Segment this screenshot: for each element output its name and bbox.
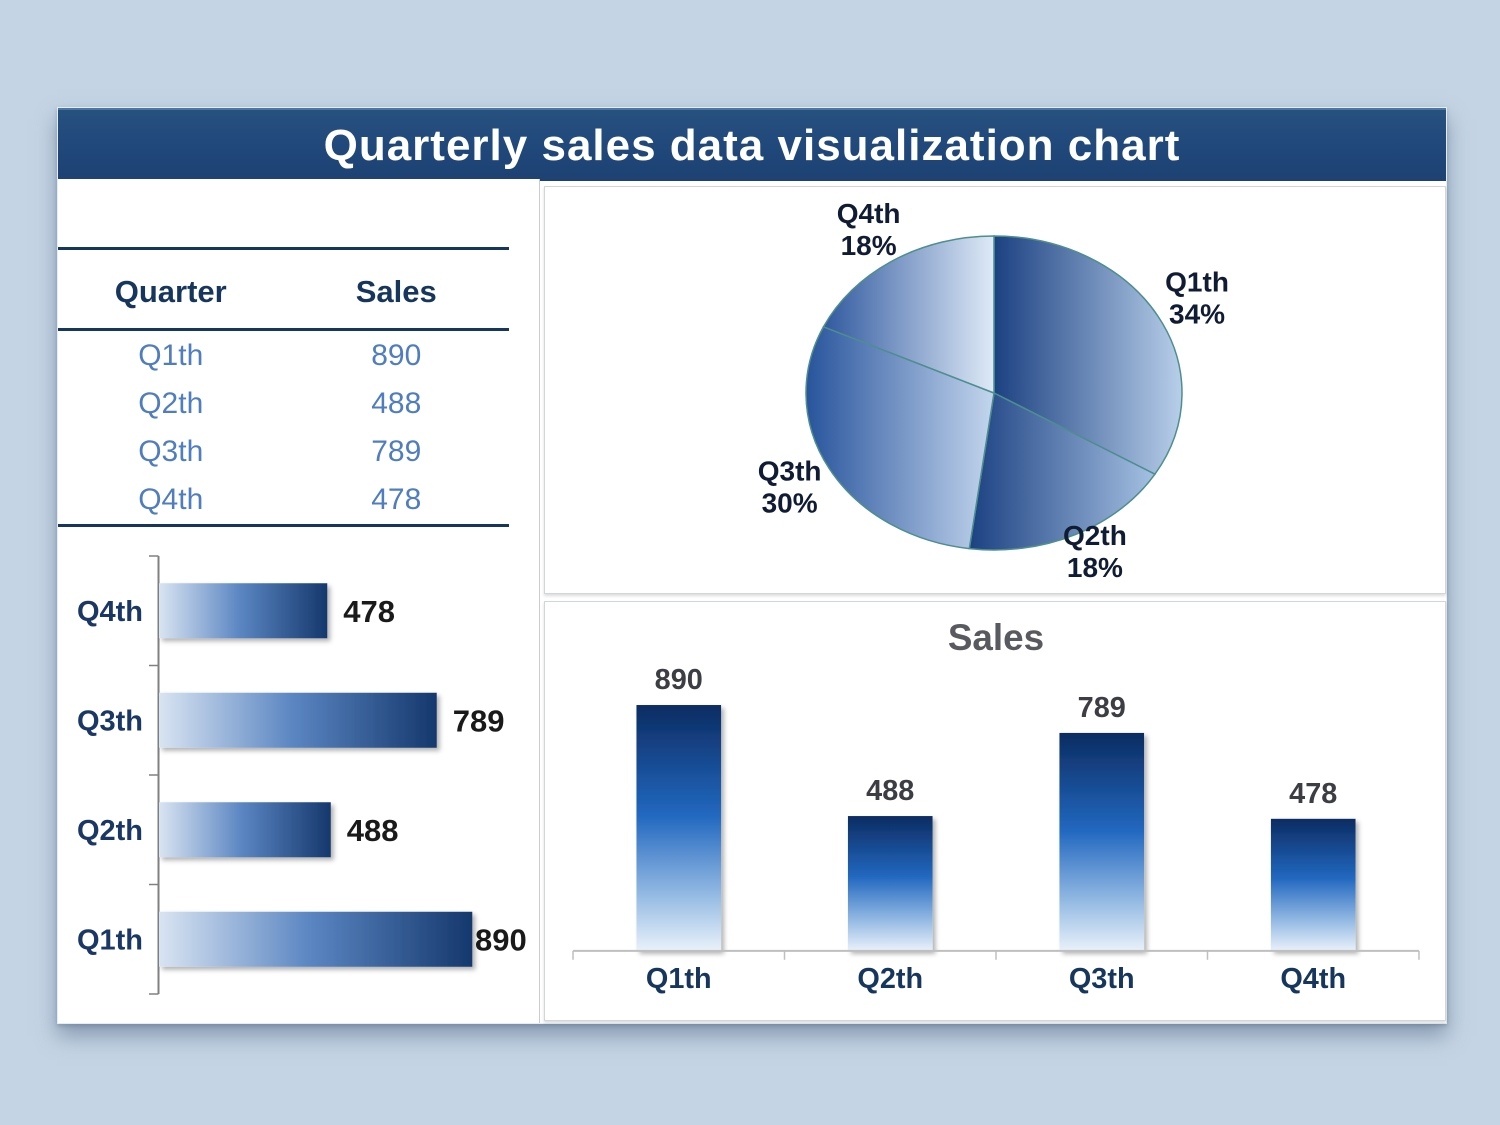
chart-label: 478: [1289, 778, 1337, 810]
cell-sales: 789: [371, 435, 422, 468]
pie-slice-q1th: [993, 235, 1183, 476]
chart-label: Q2th: [1063, 520, 1127, 551]
chart-label: 890: [655, 664, 703, 696]
chart-label: Q4th: [1280, 963, 1346, 995]
chart-label: 478: [343, 594, 395, 629]
table-rule-top: [58, 247, 509, 250]
chart-label: Q3th: [77, 705, 143, 737]
bar-q2th: [159, 802, 331, 858]
cell-quarter: Q1th: [138, 339, 204, 372]
pie-slice-q3th: [805, 325, 995, 550]
cell-quarter: Q2th: [138, 387, 204, 420]
chart-label: 789: [1078, 692, 1126, 724]
chart-label: Q3th: [758, 456, 822, 487]
chart-label: Q4th: [77, 596, 143, 628]
table-header-sales: Sales: [355, 274, 437, 309]
table-row: Q2th 488: [58, 380, 509, 428]
chart-label: Q4th: [837, 198, 901, 229]
column-q1th: [636, 705, 722, 951]
table-rule-mid: [58, 328, 509, 331]
cell-sales: 488: [371, 387, 422, 420]
chart-label: 789: [453, 703, 505, 738]
chart-label: Q3th: [1069, 963, 1135, 995]
chart-label: Q1th: [77, 924, 143, 956]
bar-q4th: [159, 583, 328, 639]
column-q2th: [847, 816, 933, 951]
pie-slice-q2th: [968, 391, 1157, 551]
bar-q1th: [159, 911, 473, 967]
dashboard: Quarterly sales data visualization chart…: [57, 107, 1447, 1024]
column-q3th: [1059, 732, 1145, 951]
column-chart-panel[interactable]: Sales 890 Q1th 488 Q2th 789 Q3th 478 Q4th: [544, 601, 1446, 1021]
horizontal-bar-chart[interactable]: Q4th 478 Q3th 789 Q2th 488 Q1th 890: [58, 531, 539, 1023]
cell-quarter: Q3th: [138, 435, 204, 468]
left-panel: Quarter Sales Q1th 890 Q2th 488 Q3th 789: [58, 179, 540, 1023]
table-body: Q1th 890 Q2th 488 Q3th 789 Q4th 478: [58, 332, 509, 524]
cell-sales: 890: [371, 339, 422, 372]
title-banner: Quarterly sales data visualization chart: [58, 108, 1446, 181]
chart-label: 18%: [1067, 552, 1123, 583]
table-rule-bottom: [58, 524, 509, 527]
table-row: Q4th 478: [58, 476, 509, 524]
cell-quarter: Q4th: [138, 483, 204, 516]
chart-label: 890: [475, 922, 527, 957]
chart-label: 18%: [841, 230, 897, 261]
table-header-quarter: Quarter: [114, 274, 227, 309]
chart-label: Q1th: [646, 963, 712, 995]
chart-title: Sales: [948, 617, 1044, 658]
pie-chart-panel[interactable]: Q1th 34% Q2th 18% Q3th 30% Q4th 18%: [544, 186, 1446, 594]
page-title: Quarterly sales data visualization chart: [323, 120, 1181, 170]
bar-q3th: [159, 692, 437, 748]
cell-sales: 478: [371, 483, 422, 516]
chart-label: 488: [347, 813, 399, 848]
table-row: Q1th 890: [58, 332, 509, 380]
column-q4th: [1270, 818, 1356, 951]
sales-table: Quarter Sales Q1th 890 Q2th 488 Q3th 789: [58, 179, 539, 531]
chart-label: Q2th: [857, 963, 923, 995]
chart-label: Q1th: [1165, 266, 1229, 297]
pie-slice-q4th: [822, 235, 995, 395]
chart-label: 30%: [762, 488, 818, 519]
chart-label: Q2th: [77, 815, 143, 847]
chart-label: 34%: [1169, 298, 1225, 329]
table-row: Q3th 789: [58, 428, 509, 476]
chart-label: 488: [866, 775, 914, 807]
table-header-row: Quarter Sales: [58, 260, 509, 324]
